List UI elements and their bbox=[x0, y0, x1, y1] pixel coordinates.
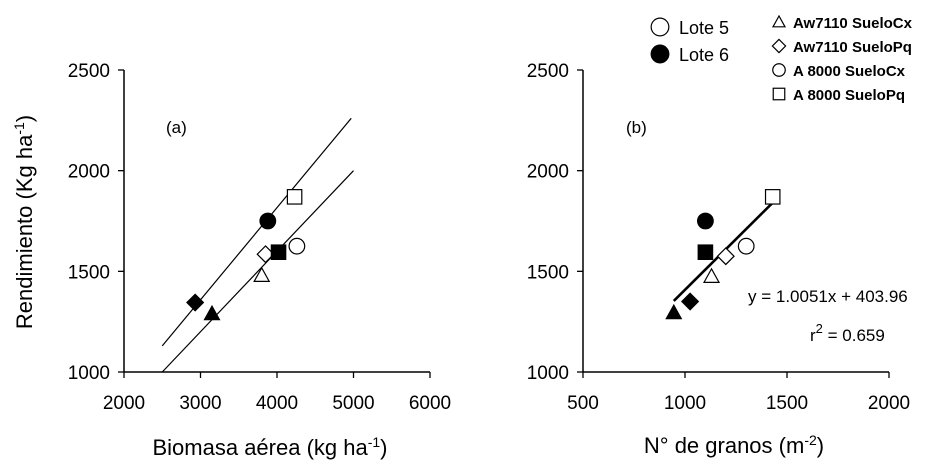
data-point-triangle bbox=[665, 303, 683, 320]
data-point-square bbox=[270, 244, 287, 261]
y-tick-label: 1500 bbox=[527, 262, 569, 283]
y-axis-title-a: Rendimiento (Kg ha-1) bbox=[11, 115, 37, 329]
x-axis-title-a: Biomasa aérea (kg ha-1) bbox=[152, 434, 387, 460]
legend-treatment-marker bbox=[772, 87, 786, 101]
legend-treatment-marker bbox=[771, 14, 787, 28]
x-tick-label: 2000 bbox=[103, 393, 145, 414]
x-tick-label: 5000 bbox=[332, 393, 374, 414]
data-point-circle bbox=[288, 237, 306, 255]
data-point-diamond bbox=[186, 293, 205, 312]
x-axis-title-b: N° de granos (m-2) bbox=[644, 432, 824, 458]
data-point-square bbox=[697, 244, 714, 261]
x-tick-label: 3000 bbox=[179, 393, 221, 414]
data-point-triangle bbox=[703, 267, 721, 283]
y-tick-label: 2500 bbox=[68, 61, 110, 82]
fit-line bbox=[161, 170, 354, 373]
panel-label-a: (a) bbox=[166, 118, 187, 137]
legend-treatment-label: A 8000 SueloCx bbox=[793, 63, 906, 80]
r-squared: r2 = 0.659 bbox=[810, 321, 885, 345]
legend-lot-label: Lote 5 bbox=[679, 18, 729, 38]
x-tick-label: 6000 bbox=[409, 393, 451, 414]
data-point-circle bbox=[737, 237, 755, 255]
legend-lot-marker bbox=[650, 44, 670, 64]
y-tick-label: 2000 bbox=[527, 162, 569, 183]
y-tick-label: 1500 bbox=[68, 262, 110, 283]
data-point-triangle bbox=[253, 266, 271, 282]
y-tick-label: 1000 bbox=[68, 363, 110, 384]
y-tick-label: 2000 bbox=[68, 162, 110, 183]
legend-treatment-marker bbox=[772, 63, 786, 77]
legend-lot-marker bbox=[650, 17, 670, 37]
data-point-circle bbox=[697, 212, 714, 230]
legend-treatment-label: Aw7110 SueloPq bbox=[793, 39, 912, 56]
legend-treatment-marker bbox=[771, 38, 787, 54]
panel-label-b: (b) bbox=[626, 118, 647, 137]
x-tick-label: 4000 bbox=[256, 393, 298, 414]
panel-b: 500 1000 1500 2000 1000 1500 2000 2500 (b) N° d… bbox=[527, 61, 910, 458]
panel-a: 2000 3000 4000 5000 6000 1000 1500 2000 2500 (a)… bbox=[11, 61, 451, 460]
data-point-square bbox=[286, 189, 303, 205]
fit-line bbox=[161, 117, 352, 347]
data-point-diamond bbox=[716, 247, 735, 266]
data-point-diamond bbox=[681, 292, 700, 311]
data-point-square bbox=[764, 189, 781, 205]
legend-treatment-label: A 8000 SueloPq bbox=[793, 87, 905, 104]
x-tick-label: 500 bbox=[567, 393, 599, 414]
data-point-triangle bbox=[203, 304, 221, 321]
x-tick-label: 2000 bbox=[868, 393, 910, 414]
data-point-circle bbox=[259, 212, 277, 230]
x-tick-label: 1000 bbox=[664, 393, 706, 414]
y-tick-label: 2500 bbox=[527, 61, 569, 82]
regression-equation: y = 1.0051x + 403.96 bbox=[748, 287, 908, 306]
legend-treatment-label: Aw7110 SueloCx bbox=[793, 15, 913, 32]
legend-treatments: Aw7110 SueloCx Aw7110 SueloPq A 8000 Suelo… bbox=[771, 14, 913, 104]
legend-lots: Lote 5 Lote 6 bbox=[650, 17, 729, 65]
x-tick-label: 1500 bbox=[766, 393, 808, 414]
legend-lot-label: Lote 6 bbox=[679, 45, 729, 65]
y-tick-label: 1000 bbox=[527, 363, 569, 384]
